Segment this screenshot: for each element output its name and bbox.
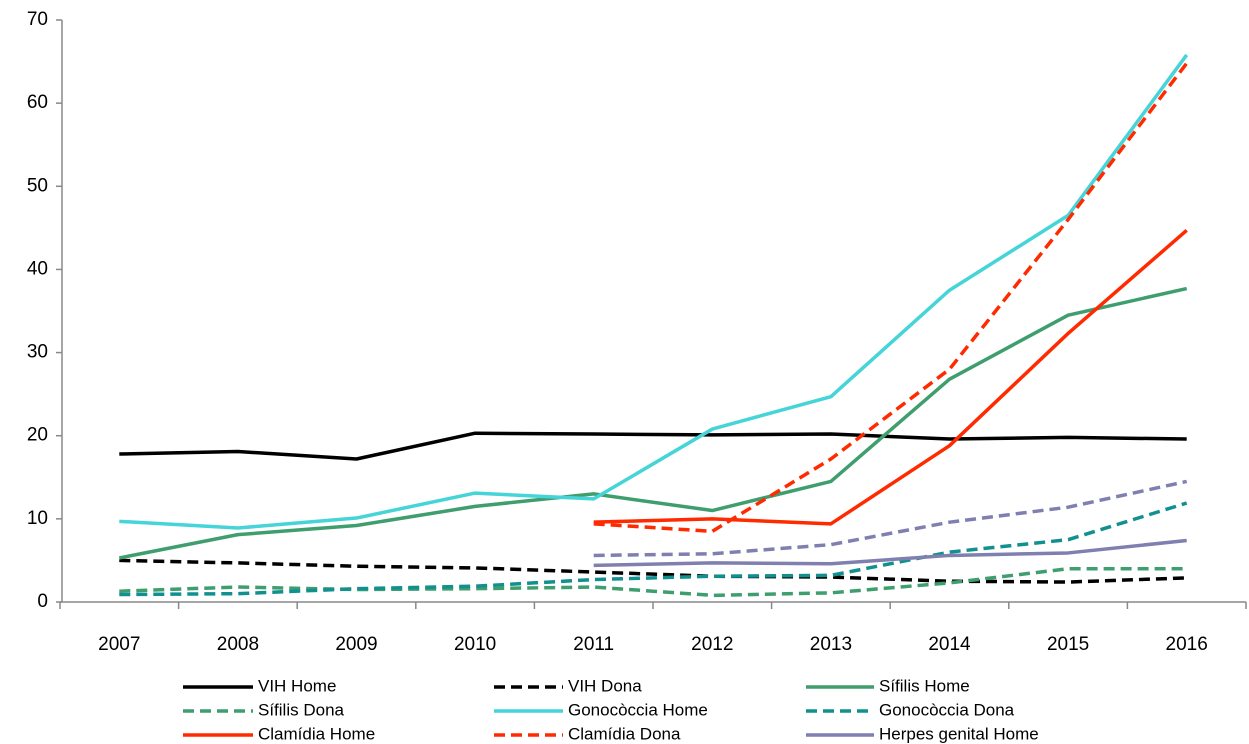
y-tick-label: 50: [27, 175, 48, 196]
legend-label: VIH Dona: [568, 676, 642, 695]
line-series: [593, 62, 1189, 534]
x-tick-label: 2013: [810, 634, 852, 655]
line-series: [119, 53, 1189, 530]
legend-label: Sífilis Dona: [258, 700, 345, 719]
x-tick-label: 2009: [335, 634, 377, 655]
y-tick-label: 40: [27, 258, 48, 279]
line-series: [119, 501, 1188, 597]
x-tick-label: 2016: [1166, 634, 1208, 655]
x-tick-label: 2012: [691, 634, 733, 655]
line-series: [119, 558, 1187, 584]
y-tick-label: 70: [27, 9, 48, 30]
legend-label: Gonocòccia Home: [568, 700, 708, 719]
legend-label: Herpes genital Home: [879, 724, 1039, 743]
x-tick-label: 2007: [98, 634, 140, 655]
legend-label: VIH Home: [258, 676, 336, 695]
line-series: [119, 431, 1187, 461]
legend-label: Clamídia Home: [258, 724, 375, 743]
x-tick-label: 2010: [454, 634, 496, 655]
x-tick-label: 2015: [1047, 634, 1089, 655]
line-series: [593, 479, 1188, 558]
x-tick-label: 2008: [217, 634, 259, 655]
legend-label: Sífilis Home: [879, 676, 970, 695]
line-series: [118, 286, 1188, 560]
x-tick-label: 2011: [573, 634, 614, 655]
y-tick-label: 0: [37, 591, 48, 612]
y-tick-label: 20: [27, 425, 48, 446]
line-series: [593, 229, 1188, 526]
legend-label: Clamídia Dona: [568, 724, 681, 743]
legend-label: Gonocòccia Dona: [879, 700, 1015, 719]
y-tick-label: 30: [27, 342, 48, 363]
x-tick-label: 2014: [928, 634, 971, 655]
y-tick-label: 60: [27, 92, 48, 113]
line-series: [593, 538, 1187, 568]
y-tick-label: 10: [27, 508, 48, 529]
line-series: [119, 566, 1187, 598]
